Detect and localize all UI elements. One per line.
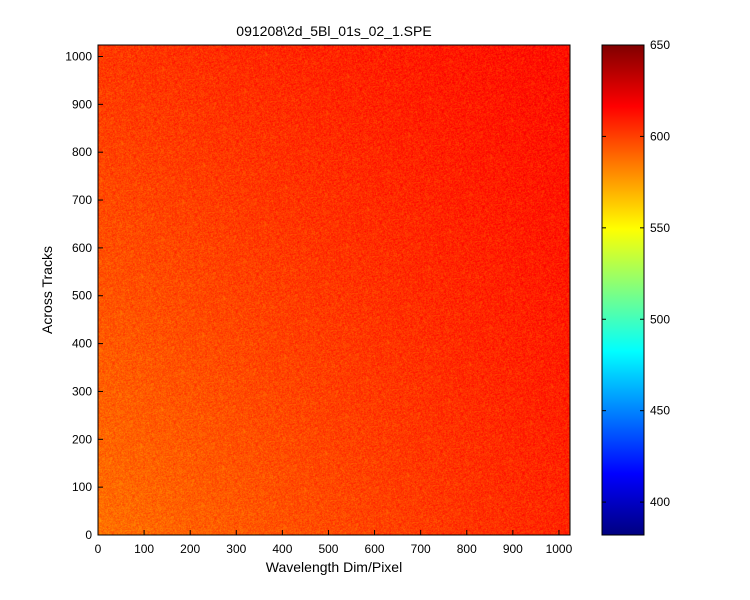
x-tick-label: 700 — [411, 542, 431, 556]
x-tick-label: 600 — [365, 542, 385, 556]
x-axis-label: Wavelength Dim/Pixel — [266, 559, 402, 575]
y-tick-label: 800 — [72, 145, 92, 159]
colorbar-tick-label: 500 — [650, 312, 670, 326]
colorbar-tick-label: 650 — [650, 38, 670, 52]
x-tick-label: 200 — [180, 542, 200, 556]
y-tick-label: 0 — [85, 528, 92, 542]
y-axis-ticks: 0 100 200 300 400 500 600 700 800 900 1000 — [65, 49, 103, 542]
y-tick-label: 400 — [72, 337, 92, 351]
y-tick-label: 500 — [72, 289, 92, 303]
y-tick-label: 700 — [72, 193, 92, 207]
x-tick-label: 100 — [134, 542, 154, 556]
x-tick-label: 1000 — [546, 542, 573, 556]
x-tick-label: 900 — [503, 542, 523, 556]
colorbar: 400 450 500 550 600 650 — [601, 38, 670, 536]
y-tick-label: 200 — [72, 432, 92, 446]
x-tick-label: 400 — [272, 542, 292, 556]
x-tick-label: 500 — [318, 542, 338, 556]
y-tick-label: 300 — [72, 384, 92, 398]
y-tick-label: 900 — [72, 97, 92, 111]
colorbar-tick-label: 400 — [650, 495, 670, 509]
x-tick-label: 0 — [95, 542, 102, 556]
colorbar-tick-label: 550 — [650, 221, 670, 235]
colorbar-gradient — [602, 45, 644, 535]
y-tick-label: 1000 — [65, 49, 92, 63]
heatmap-plot-area — [97, 44, 571, 536]
x-tick-label: 300 — [226, 542, 246, 556]
y-tick-label: 100 — [72, 480, 92, 494]
colorbar-tick-label: 450 — [650, 404, 670, 418]
plot-frame — [97, 44, 571, 536]
y-axis-label: Across Tracks — [39, 246, 55, 334]
x-axis-ticks: 0 100 200 300 400 500 600 700 800 900 1000 — [95, 530, 573, 556]
colorbar-frame — [601, 44, 645, 536]
colorbar-tick-label: 600 — [650, 129, 670, 143]
colorbar-ticks: 400 450 500 550 600 650 — [602, 38, 670, 509]
y-tick-label: 600 — [72, 241, 92, 255]
chart-title: 091208\2d_5Bl_01s_02_1.SPE — [236, 23, 431, 39]
heatmap-image — [98, 45, 570, 535]
x-tick-label: 800 — [457, 542, 477, 556]
